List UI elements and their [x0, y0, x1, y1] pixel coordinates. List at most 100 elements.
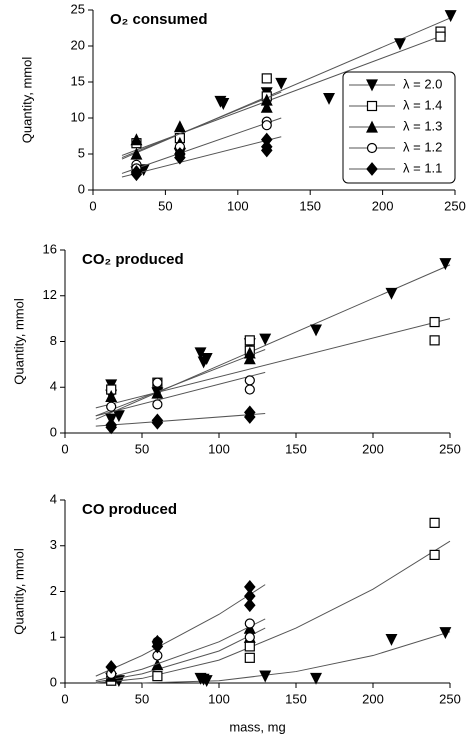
marker	[151, 386, 164, 399]
fit-line	[95, 413, 266, 427]
x-tick-label: 200	[362, 691, 384, 706]
marker	[439, 258, 452, 271]
x-tick-label: 50	[158, 198, 172, 213]
marker	[152, 399, 163, 410]
fit-line	[121, 91, 282, 159]
x-tick-label: 250	[439, 441, 461, 456]
fit-line	[95, 349, 266, 417]
x-tick-label: 200	[362, 441, 384, 456]
marker	[439, 627, 452, 640]
marker	[429, 335, 440, 346]
marker	[106, 401, 117, 412]
marker	[244, 410, 256, 424]
marker	[244, 384, 255, 395]
marker	[105, 390, 118, 402]
legend-label: λ = 1.1	[403, 160, 442, 175]
marker	[385, 287, 398, 300]
marker	[152, 377, 163, 388]
marker	[130, 167, 143, 182]
y-tick-label: 1	[50, 629, 57, 644]
y-tick-label: 5	[78, 145, 85, 160]
marker	[429, 517, 440, 528]
marker	[260, 93, 273, 106]
y-tick-label: 3	[50, 537, 57, 552]
marker	[200, 675, 213, 688]
x-tick-label: 0	[89, 198, 96, 213]
fit-line	[95, 318, 451, 409]
x-tick-label: 100	[208, 441, 230, 456]
y-tick-label: 4	[50, 379, 57, 394]
x-tick-label: 250	[439, 691, 461, 706]
marker	[112, 410, 125, 423]
marker	[366, 79, 378, 92]
y-tick-label: 2	[50, 583, 57, 598]
marker	[323, 92, 335, 105]
marker	[244, 335, 255, 346]
legend-label: λ = 1.4	[403, 97, 442, 112]
marker	[394, 38, 406, 51]
marker	[244, 641, 255, 652]
marker	[366, 142, 378, 154]
y-tick-label: 25	[71, 1, 85, 16]
marker	[152, 671, 163, 682]
fit-line	[95, 584, 266, 677]
panel: 0 50 100 150 200 250 0 4 8 12 16 Quantity, mmol CO₂ …	[11, 241, 460, 456]
marker	[244, 632, 255, 643]
legend-label: λ = 1.3	[403, 118, 442, 133]
marker	[310, 324, 322, 337]
marker	[173, 120, 186, 133]
marker	[200, 353, 213, 365]
fit-line	[95, 371, 266, 417]
fit-line	[121, 117, 282, 174]
panel: 0 50 100 150 200 250 0 5 10 15 20 25 Quantity, mmol O…	[19, 1, 465, 213]
x-tick-label: 100	[208, 691, 230, 706]
y-axis-label: Quantity, mmol	[19, 57, 34, 144]
legend: λ = 2.0 λ = 1.4 λ = 1.3 λ = 1.2 λ = 1.1	[342, 71, 456, 184]
marker	[130, 133, 143, 146]
marker	[105, 420, 117, 435]
x-tick-label: 50	[135, 441, 149, 456]
marker	[130, 147, 143, 160]
marker	[261, 73, 272, 84]
marker	[105, 660, 117, 674]
marker	[259, 670, 272, 683]
y-tick-label: 0	[78, 181, 85, 196]
marker	[385, 633, 398, 646]
marker	[366, 120, 378, 133]
marker	[260, 132, 273, 147]
x-tick-label: 200	[372, 198, 394, 213]
marker	[435, 31, 446, 42]
y-axis-label: Quantity, mmol	[11, 548, 26, 635]
marker	[429, 316, 440, 328]
y-tick-label: 0	[50, 424, 57, 439]
x-axis-label: mass, mg	[229, 719, 285, 734]
marker	[366, 100, 378, 112]
fit-line	[95, 627, 266, 683]
marker	[151, 634, 164, 649]
marker	[260, 100, 273, 113]
legend-label: λ = 1.2	[403, 139, 442, 154]
marker	[259, 333, 272, 346]
marker	[243, 352, 256, 365]
marker	[261, 120, 272, 131]
legend-box	[342, 71, 456, 184]
marker	[244, 618, 255, 629]
y-axis-label: Quantity, mmol	[11, 298, 26, 385]
x-tick-label: 0	[61, 691, 68, 706]
fit-line	[95, 618, 266, 682]
x-tick-label: 0	[61, 441, 68, 456]
marker	[429, 549, 440, 561]
legend-label: λ = 2.0	[403, 76, 442, 91]
chart-title: O₂ consumed	[110, 11, 208, 28]
marker	[366, 162, 378, 176]
y-tick-label: 8	[50, 333, 57, 348]
marker	[151, 415, 164, 430]
marker	[217, 97, 230, 110]
marker	[260, 143, 273, 158]
chart-title: CO₂ produced	[82, 251, 184, 268]
fit-line	[95, 540, 451, 684]
x-tick-label: 150	[299, 198, 321, 213]
marker	[310, 672, 322, 685]
panel: 0 50 100 150 200 250 0 1 2 3 4 Quantity, mmol mass, …	[11, 491, 460, 734]
